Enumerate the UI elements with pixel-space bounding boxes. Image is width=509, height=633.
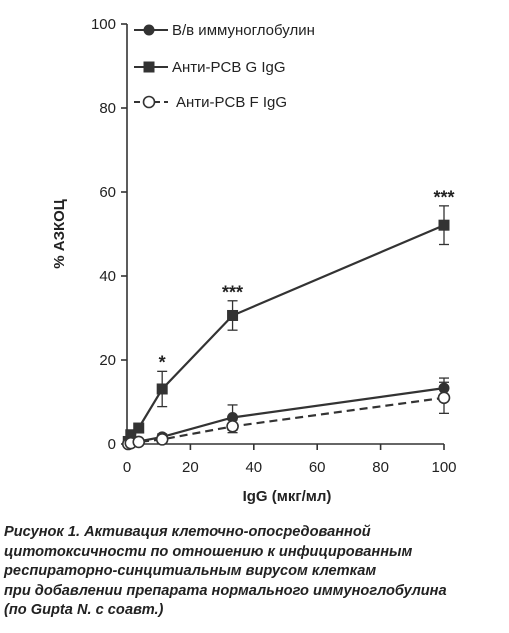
legend-marker	[143, 61, 155, 73]
y-tick-label: 80	[99, 100, 116, 117]
legend-label: Анти-PCB G IgG	[172, 59, 286, 76]
legend-entry: В/в иммуноглобулин	[134, 22, 315, 39]
x-tick-label: 0	[123, 459, 131, 476]
data-point	[438, 219, 450, 231]
data-point	[125, 429, 137, 441]
data-point	[437, 391, 451, 405]
chart-legend: В/в иммуноглобулин Анти-PCB G IgG Анти-PCB…	[134, 22, 315, 111]
x-tick-label: 80	[372, 459, 389, 476]
y-tick-label: 60	[99, 184, 116, 201]
caption-line: (по Gupta N. с соавт.)	[4, 602, 164, 618]
data-point	[226, 420, 239, 433]
x-tick-label: 100	[431, 459, 456, 476]
x-tick-label: 60	[309, 459, 326, 476]
data-point	[133, 422, 145, 434]
caption-line: при добавлении препарата нормального имм…	[4, 582, 447, 599]
y-tick-label: 100	[91, 16, 116, 33]
data-point	[227, 309, 239, 321]
series-line	[127, 396, 445, 446]
significance-annotations: *******	[159, 187, 455, 372]
x-tick-label: 20	[182, 459, 199, 476]
chart-axes: 0 20 40 60 80 100 0 20 40 60 80 100	[91, 16, 457, 476]
x-axis-title: IgG (мкг/мл)	[243, 488, 332, 505]
chart-series	[121, 205, 451, 451]
series-line	[127, 387, 445, 445]
legend-entry: Анти-PCB G IgG	[134, 59, 286, 76]
data-point	[156, 383, 168, 395]
y-axis-title: % АЗКОЦ	[51, 199, 68, 269]
significance-marker: ***	[433, 187, 454, 207]
caption-line: цитотоксичности по отношению к инфициров…	[4, 543, 413, 560]
y-tick-label: 40	[99, 268, 116, 285]
legend-entry: Анти-PCB F IgG	[134, 94, 287, 111]
y-tick-label: 20	[99, 352, 116, 369]
significance-marker: ***	[222, 282, 243, 302]
significance-marker: *	[159, 353, 166, 373]
series-3	[121, 381, 451, 451]
series-1	[122, 377, 450, 450]
caption-line: респираторно-синцитиальным вирусом клетк…	[4, 563, 377, 579]
data-point	[132, 435, 146, 449]
x-tick-label: 40	[245, 459, 262, 476]
caption-line: Рисунок 1. Активация клеточно-опосредова…	[4, 524, 371, 540]
data-point	[155, 433, 169, 446]
legend-marker	[143, 24, 155, 36]
chart: 0 20 40 60 80 100 0 20 40 60 80 100 В/в иммуноглобу…	[51, 16, 457, 505]
y-tick-label: 0	[108, 436, 116, 453]
figure-caption: Рисунок 1. Активация клеточно-опосредова…	[4, 523, 504, 621]
legend-label: В/в иммуноглобулин	[172, 22, 315, 39]
legend-label: Анти-PCB F IgG	[176, 94, 287, 111]
legend-marker	[142, 95, 156, 109]
